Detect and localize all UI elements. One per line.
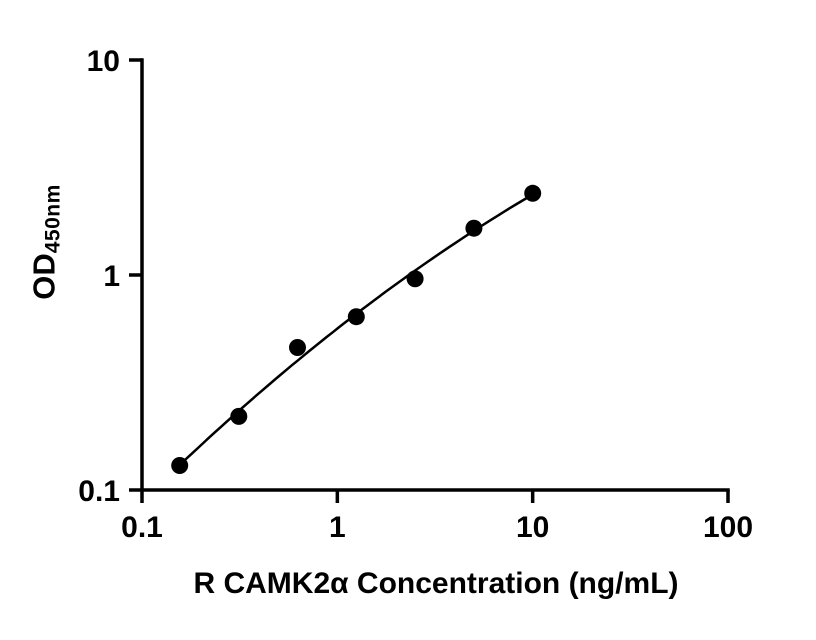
x-tick-label: 100: [703, 511, 753, 544]
x-tick-label: 1: [329, 511, 346, 544]
data-point: [524, 184, 542, 202]
data-point: [230, 407, 248, 425]
y-tick-label: 1: [103, 260, 120, 293]
x-tick-label: 10: [516, 511, 549, 544]
y-axis-label: OD450nm: [27, 184, 66, 300]
x-tick-label: 0.1: [121, 511, 163, 544]
y-axis-label-main: OD: [26, 253, 62, 300]
data-point: [289, 339, 306, 356]
data-point: [347, 308, 365, 326]
y-axis-label-subscript: 450nm: [41, 184, 65, 254]
data-point: [171, 457, 189, 474]
x-axis-label: R CAMK2α Concentration (ng/mL): [193, 567, 679, 600]
data-point: [406, 270, 424, 288]
data-point: [465, 219, 483, 237]
fit-curve: [178, 193, 534, 466]
y-tick-label: 10: [87, 45, 120, 78]
axes: [140, 58, 730, 492]
y-tick-label: 0.1: [78, 475, 120, 508]
